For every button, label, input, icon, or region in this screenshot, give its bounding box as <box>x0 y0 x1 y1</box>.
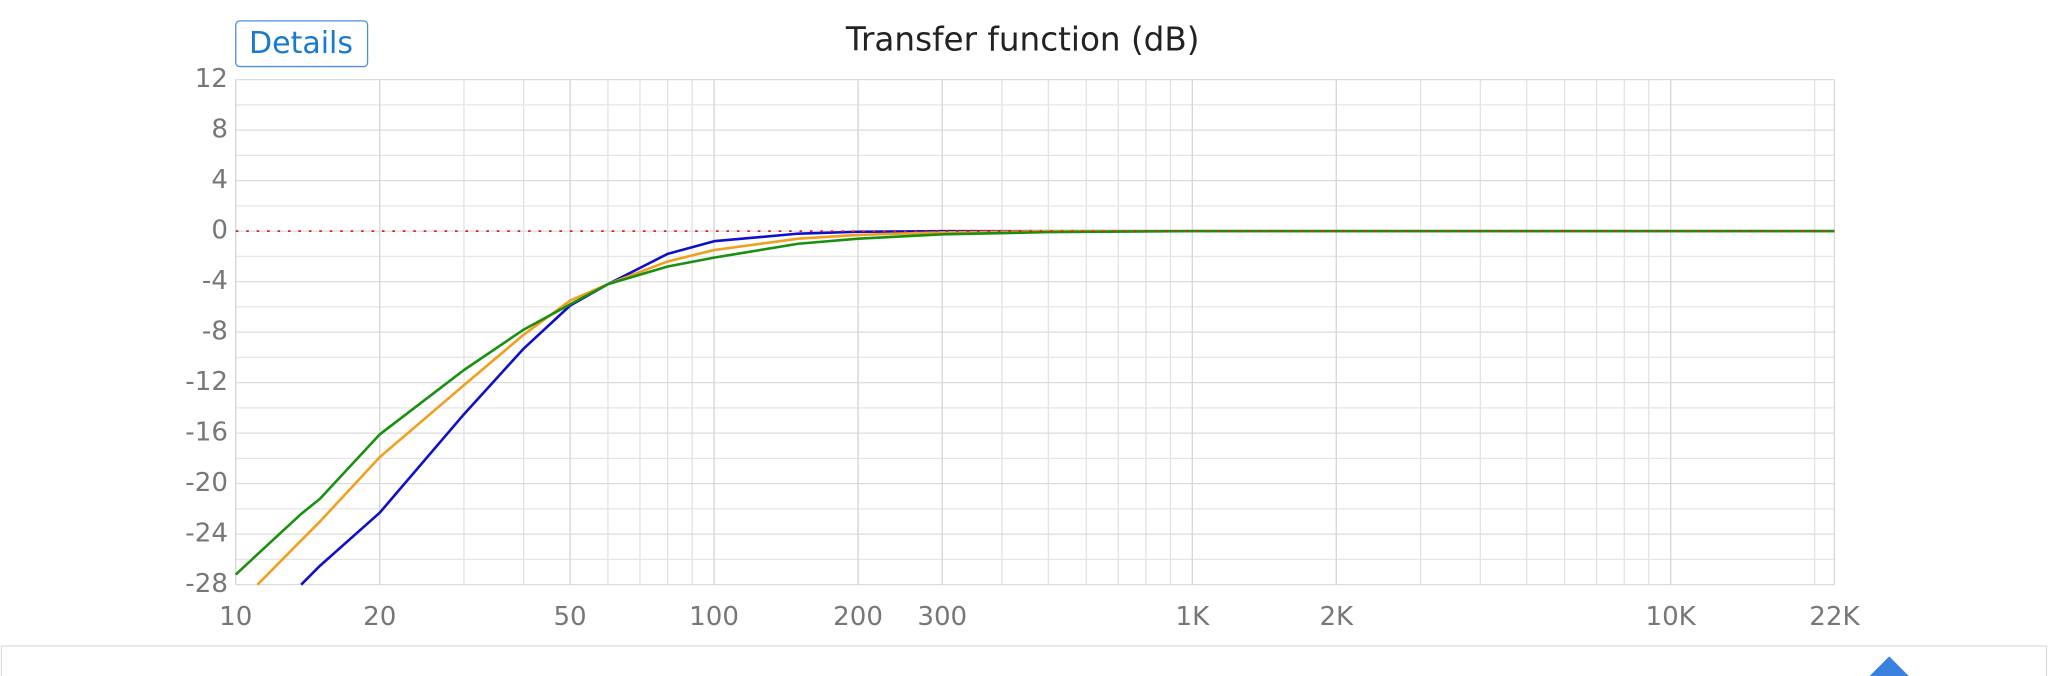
y-tick-label: 4 <box>211 165 228 195</box>
y-tick-label: -24 <box>185 519 228 549</box>
y-tick-label: 12 <box>195 64 228 94</box>
x-tick-label: 1K <box>1175 602 1210 632</box>
chart-title: Transfer function (dB) <box>845 21 1200 59</box>
y-tick-label: -4 <box>202 266 228 296</box>
y-tick-label: -12 <box>185 367 228 397</box>
details-button[interactable]: Details <box>249 26 353 61</box>
y-tick-label: -16 <box>185 418 228 448</box>
x-tick-label: 20 <box>363 602 396 632</box>
x-tick-label: 300 <box>917 602 967 632</box>
x-tick-label: 22K <box>1809 602 1860 632</box>
x-tick-label: 100 <box>689 602 739 632</box>
x-tick-label: 10K <box>1645 602 1696 632</box>
x-tick-label: 50 <box>553 602 586 632</box>
bottom-panel <box>0 645 2048 676</box>
y-tick-label: 0 <box>211 216 228 246</box>
series-line <box>234 229 1835 576</box>
x-tick-label: 10 <box>219 602 252 632</box>
y-tick-label: -28 <box>185 569 228 599</box>
panel-handle[interactable] <box>1869 656 1909 676</box>
details-button-frame[interactable] <box>235 20 369 68</box>
y-tick-label: 8 <box>211 115 228 145</box>
x-tick-label: 200 <box>833 602 883 632</box>
x-tick-label: 2K <box>1319 602 1354 632</box>
y-tick-label: -20 <box>185 468 228 498</box>
y-tick-label: -8 <box>202 317 228 347</box>
series-line <box>256 229 1835 586</box>
